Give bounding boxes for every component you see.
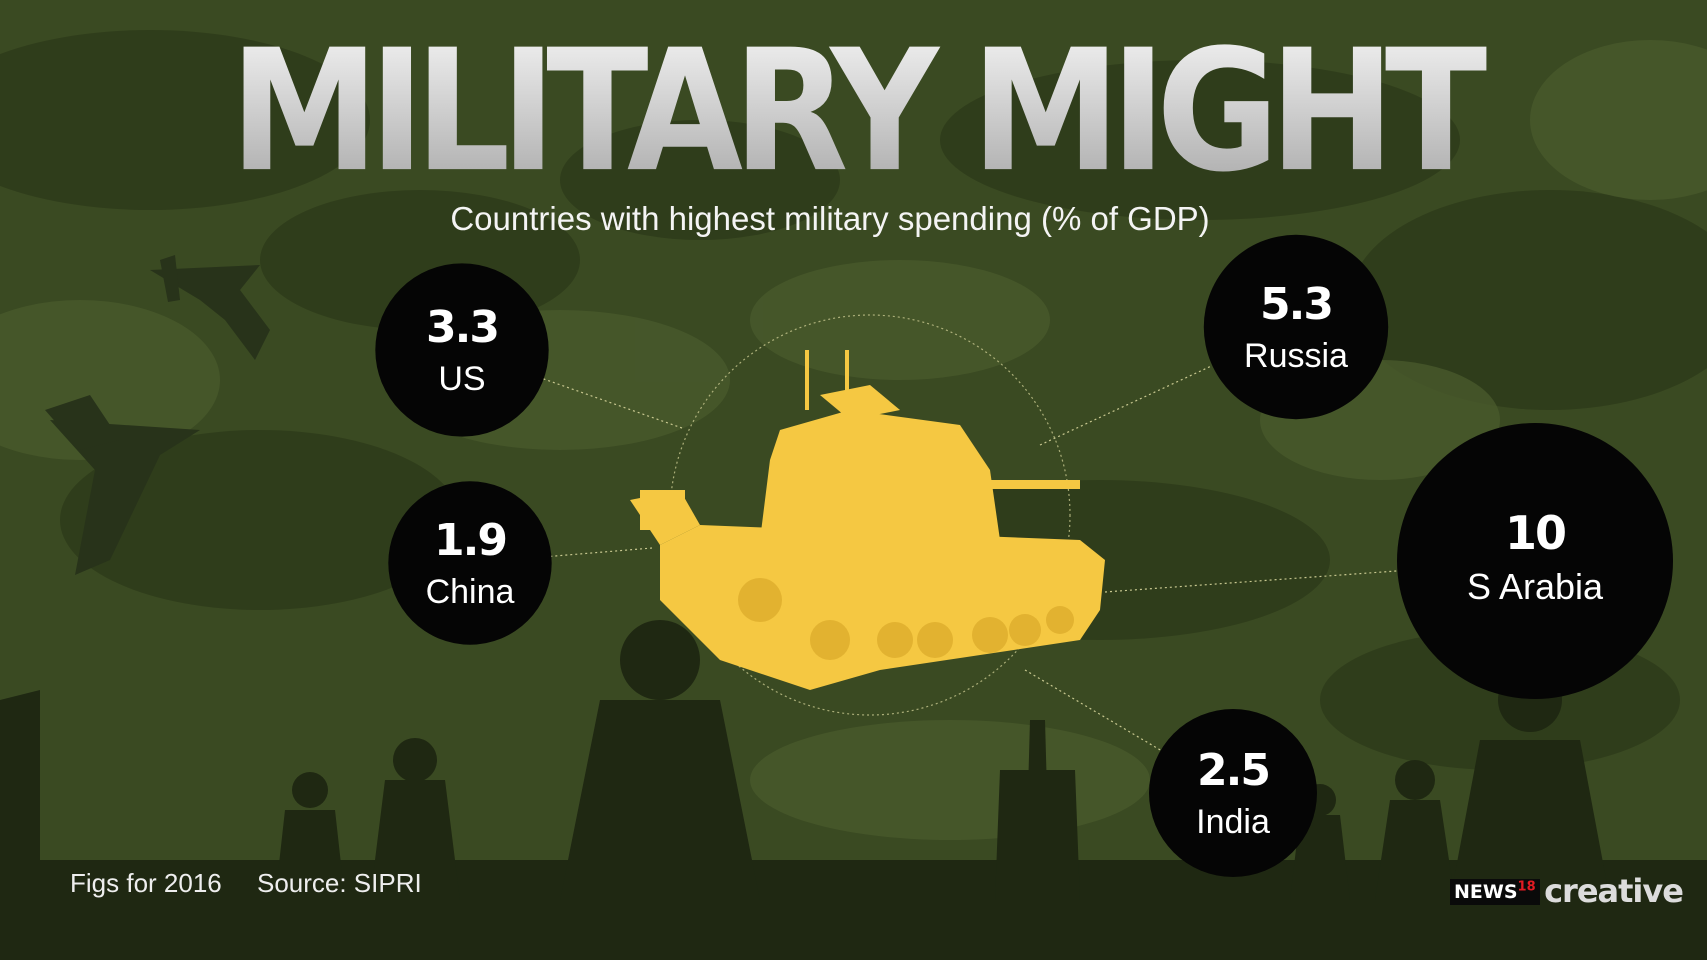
logo-word: creative (1544, 872, 1684, 910)
logo-number: 18 (1517, 879, 1536, 895)
page-title: MILITARY MIGHT (0, 28, 1707, 196)
value-label-india: 2.5 (1197, 745, 1269, 796)
value-label-us: 3.3 (426, 302, 498, 353)
value-label-russia: 5.3 (1260, 279, 1332, 330)
connector-china (469, 547, 653, 564)
connector-us (461, 349, 683, 429)
value-label-china: 1.9 (434, 515, 506, 566)
category-label-russia: Russia (1244, 337, 1348, 375)
category-label-china: China (426, 573, 515, 611)
source-note: Source: SIPRI (256, 868, 422, 898)
category-label-us: US (438, 360, 485, 398)
data-bubbles: 3.3 US 1.9 China 5.3 Russia 10 S Arabia 2.5 India (375, 234, 1673, 877)
news18-badge: NEWS18 (1450, 878, 1540, 905)
footer: Figs for 2016 Source: SIPRI (70, 868, 450, 899)
news18-creative-logo: NEWS18 creative (1450, 872, 1684, 910)
category-label-india: India (1196, 803, 1270, 841)
connector-s-arabia (1104, 560, 1536, 593)
bubble-us (375, 263, 549, 437)
bubble-russia (1203, 234, 1389, 420)
category-label-s-arabia: S Arabia (1467, 566, 1604, 607)
chart-subtitle: Countries with highest military spending… (450, 200, 1210, 237)
hub-ring (669, 314, 1071, 716)
connector-russia (1039, 326, 1297, 446)
value-label-s-arabia: 10 (1505, 506, 1565, 560)
figs-note: Figs for 2016 (70, 868, 222, 898)
tank-wheels (738, 578, 1074, 660)
bubble-india (1149, 709, 1317, 877)
bubble-s-arabia (1397, 423, 1673, 699)
bubble-china (388, 481, 552, 645)
logo-brand: NEWS (1454, 880, 1518, 903)
